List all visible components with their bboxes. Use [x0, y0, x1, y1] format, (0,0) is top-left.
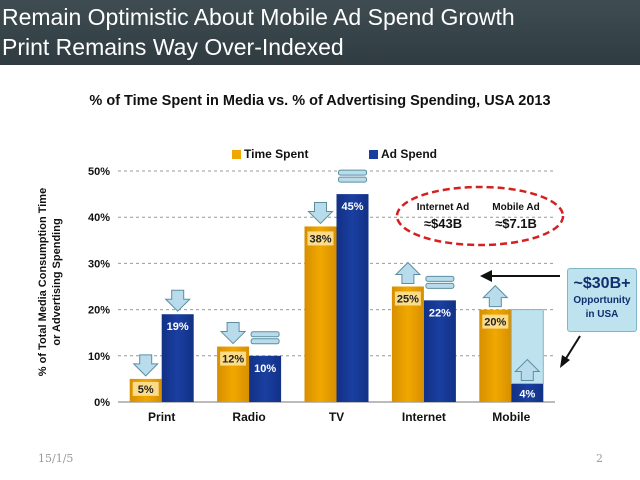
- slide-page-number: 2: [596, 452, 603, 465]
- y-axis-label-line-2: or Advertising Spending: [51, 218, 63, 345]
- opportunity-amount: ~$30B+: [573, 275, 631, 292]
- trend-down-arrow-icon: [164, 289, 191, 312]
- legend-swatch-time-spent: [232, 150, 241, 159]
- x-tick-label-radio: Radio: [232, 410, 265, 424]
- slide-date: 15/1/5: [38, 452, 74, 465]
- data-label-background: [132, 381, 159, 396]
- y-tick-label: 10%: [88, 351, 110, 363]
- data-label-ad-spend-internet: 22%: [429, 307, 451, 319]
- data-label-time-spent-tv: 38%: [309, 233, 331, 245]
- trend-down-arrow-icon: [132, 354, 159, 377]
- opportunity-text-line-1: Opportunity: [573, 295, 631, 306]
- bar-ad-spend-tv: [336, 194, 369, 402]
- data-label-ad-spend-mobile: 4%: [519, 389, 535, 401]
- data-label-background: [482, 314, 509, 329]
- x-tick-label-print: Print: [148, 410, 175, 424]
- bar-ad-spend-internet: [423, 300, 456, 402]
- trend-up-arrow-icon: [394, 261, 422, 284]
- data-label-ad-spend-tv: 45%: [341, 201, 363, 213]
- trend-flat-arrow-icon: [338, 169, 367, 183]
- data-label-ad-spend-print: 19%: [167, 321, 189, 333]
- x-tick-label-internet: Internet: [402, 410, 446, 424]
- opportunity-arrow-head: [560, 355, 570, 368]
- opportunity-arrow-line: [564, 335, 581, 361]
- internet-ad-label: Internet Ad: [417, 202, 469, 213]
- pointer-arrow-head: [480, 270, 492, 282]
- bar-ad-spend-mobile: [511, 383, 544, 402]
- y-tick-label: 40%: [88, 212, 110, 224]
- y-tick-label: 20%: [88, 305, 110, 317]
- data-label-background: [394, 291, 421, 306]
- slide-title-line-1: Remain Optimistic About Mobile Ad Spend …: [2, 4, 515, 30]
- y-axis-label-line-1: % of Total Media Consumption Time: [37, 188, 49, 376]
- slide-header: Remain Optimistic About Mobile Ad Spend …: [0, 0, 640, 65]
- legend-label-time-spent: Time Spent: [244, 147, 308, 161]
- data-label-background: [220, 351, 247, 366]
- mobile-ad-value: ≈$7.1B: [495, 216, 537, 231]
- trend-up-arrow-icon: [514, 358, 541, 382]
- data-label-time-spent-internet: 25%: [397, 294, 419, 306]
- trend-up-arrow-icon: [482, 284, 509, 308]
- y-tick-label: 50%: [88, 166, 110, 178]
- internet-ad-value: ≈$43B: [424, 216, 462, 231]
- data-label-background: [307, 231, 334, 246]
- bar-time-spent-tv: [304, 226, 337, 402]
- mobile-ad-label: Mobile Ad: [492, 202, 539, 213]
- data-label-time-spent-radio: 12%: [222, 354, 244, 366]
- trend-down-arrow-icon: [307, 201, 334, 225]
- slide-title-line-2: Print Remains Way Over-Indexed: [2, 34, 344, 60]
- opportunity-callout: ~$30B+ Opportunity in USA: [567, 268, 637, 332]
- chart-title: % of Time Spent in Media vs. % of Advert…: [89, 93, 551, 109]
- x-tick-label-tv: TV: [329, 410, 344, 424]
- bar-time-spent-internet: [391, 286, 424, 402]
- data-label-time-spent-mobile: 20%: [484, 317, 506, 329]
- ad-spend-ellipse: [395, 185, 565, 247]
- legend-label-ad-spend: Ad Spend: [381, 147, 437, 161]
- bar-ad-spend-print: [161, 314, 194, 402]
- data-label-ad-spend-radio: 10%: [254, 363, 276, 375]
- trend-flat-arrow-icon: [425, 275, 455, 289]
- trend-down-arrow-icon: [219, 322, 247, 345]
- bar-ad-spend-radio: [249, 355, 282, 402]
- opportunity-text-line-2: in USA: [585, 309, 619, 320]
- y-tick-label: 0%: [94, 397, 110, 409]
- data-label-time-spent-print: 5%: [138, 384, 154, 396]
- trend-flat-arrow-icon: [250, 331, 280, 345]
- legend-swatch-ad-spend: [369, 150, 378, 159]
- x-tick-label-mobile: Mobile: [492, 410, 530, 424]
- y-tick-label: 30%: [88, 258, 110, 270]
